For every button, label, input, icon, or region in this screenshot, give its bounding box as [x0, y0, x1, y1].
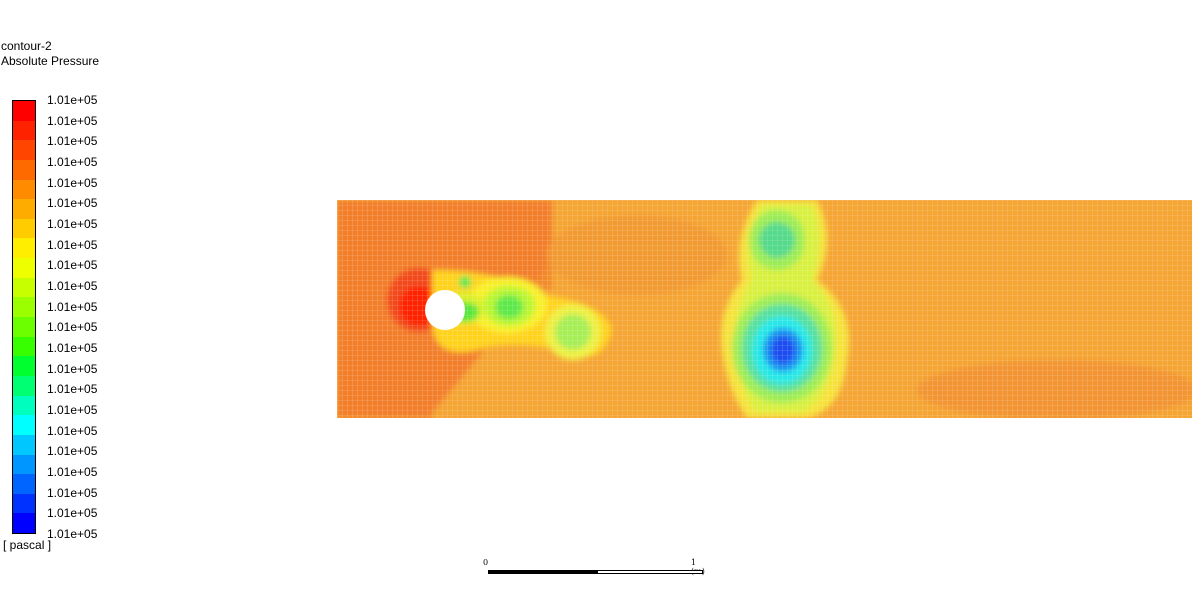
- legend-color-band: [13, 277, 35, 298]
- legend-tick-label: 1.01e+05: [47, 485, 98, 500]
- legend-color-band: [13, 395, 35, 416]
- legend-tick-label: 1.01e+05: [47, 258, 98, 273]
- contour-variable: Absolute Pressure: [1, 54, 100, 68]
- scale-start-label: 0: [483, 558, 489, 567]
- legend-tick-label: 1.01e+05: [47, 113, 98, 128]
- legend-color-band: [13, 454, 35, 475]
- legend-color-band: [13, 297, 35, 318]
- legend-tick-label: 1.01e+05: [47, 299, 98, 314]
- legend-tick-label: 1.01e+05: [47, 403, 98, 417]
- legend-color-band: [13, 493, 35, 514]
- legend-color-band: [13, 120, 35, 141]
- color-legend-bar: [12, 100, 36, 534]
- legend-tick-label: 1.01e+05: [47, 341, 98, 355]
- cylinder-obstacle: [425, 290, 465, 330]
- legend-color-band: [13, 415, 35, 435]
- legend-unit: [ pascal ]: [3, 538, 52, 552]
- legend-tick-label: 1.01e+05: [47, 93, 98, 107]
- legend-tick-label: 1.01e+05: [47, 382, 98, 397]
- legend-color-band: [13, 159, 35, 180]
- legend-color-band: [13, 513, 35, 534]
- scale-bar-filled: [488, 570, 598, 574]
- legend-tick-label: 1.01e+05: [47, 444, 98, 459]
- mesh-overlay: [337, 200, 1192, 418]
- legend-color-band: [13, 199, 35, 219]
- legend-tick-label: 1.01e+05: [47, 279, 98, 293]
- legend-color-band: [13, 474, 35, 494]
- legend-color-band: [13, 179, 35, 200]
- legend-color-band: [13, 434, 35, 455]
- legend-tick-label: 1.01e+05: [47, 155, 98, 169]
- legend-color-band: [13, 336, 35, 357]
- legend-tick-label: 1.01e+05: [47, 465, 98, 479]
- scale-bar-empty: [597, 570, 703, 574]
- legend-color-band: [13, 258, 35, 278]
- legend-tick-label: 1.01e+05: [47, 423, 98, 438]
- legend-tick-label: 1.01e+05: [47, 196, 98, 211]
- scale-bar: 0 1 (m): [483, 558, 706, 580]
- legend-tick-label: 1.01e+05: [47, 134, 98, 149]
- contour-plot-domain[interactable]: [337, 200, 1192, 418]
- legend-tick-label: 1.01e+05: [47, 217, 98, 231]
- legend-tick-label: 1.01e+05: [47, 237, 98, 252]
- legend-color-band: [13, 140, 35, 160]
- legend-color-band: [13, 375, 35, 396]
- legend-color-band: [13, 317, 35, 337]
- contour-title-block: contour-2 Absolute Pressure: [1, 39, 99, 69]
- legend-color-band: [13, 356, 35, 376]
- legend-color-band: [13, 218, 35, 239]
- contour-plot-svg: [337, 200, 1192, 418]
- legend-tick-label: 1.01e+05: [47, 506, 98, 521]
- legend-color-band: [13, 101, 35, 121]
- legend-color-band: [13, 238, 35, 259]
- legend-tick-label: 1.01e+05: [47, 175, 98, 190]
- legend-tick-label: 1.01e+05: [47, 527, 98, 541]
- legend-tick-label: 1.01e+05: [47, 320, 98, 335]
- legend-tick-label: 1.01e+05: [47, 361, 98, 376]
- contour-name: contour-2: [1, 39, 52, 53]
